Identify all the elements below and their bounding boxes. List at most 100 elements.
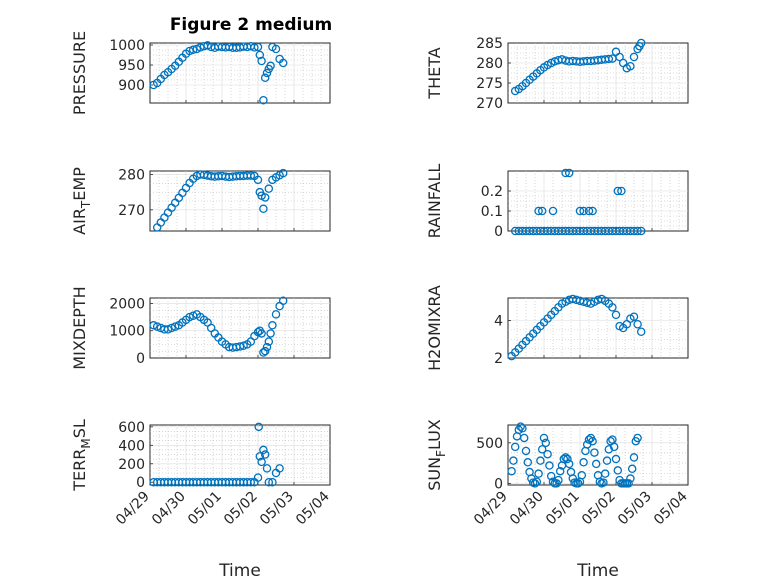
sun-flux-xtick-label: 04/29	[471, 489, 511, 529]
sun-flux-data-point	[629, 453, 639, 462]
theta-axes: 270 275 280 285 THETA	[425, 36, 689, 112]
sun-flux-data-point	[534, 469, 543, 478]
air-temp-axes: 270 280 AIRTEMP	[70, 167, 331, 235]
pressure-data-point	[257, 56, 266, 66]
mixdepth-data-point	[257, 329, 266, 338]
terr-msl-xtick-label: 05/04	[293, 488, 333, 528]
h2omixra-data-point	[636, 327, 646, 336]
theta-ylabel: THETA	[425, 47, 444, 99]
rainfall-ytick-label: 0.2	[481, 184, 503, 200]
sun-flux-ytick-label: 0	[494, 476, 503, 492]
air-temp-data-point	[259, 204, 268, 214]
rainfall-data-point	[575, 206, 585, 216]
theta-data-point	[604, 54, 614, 64]
sun-flux-data-point	[543, 449, 552, 459]
terr-msl-data-point	[255, 452, 265, 461]
sun-flux-data-point	[599, 478, 608, 487]
sun-flux-xtick-label: 05/02	[579, 489, 619, 529]
terr-msl-ylabel: TERRMSL	[70, 419, 93, 492]
sun-flux-data-point	[579, 458, 588, 467]
sun-flux-data-point	[633, 433, 642, 443]
terr-msl-data-point	[264, 477, 274, 487]
mixdepth-data-point	[266, 329, 275, 338]
pressure-data-point	[255, 50, 265, 60]
sun-flux-data-point	[577, 471, 587, 480]
rainfall-data-point	[564, 168, 574, 178]
sun-flux-data-point	[609, 442, 619, 452]
sun-flux-data-point	[519, 433, 529, 443]
pressure-ylabel: PRESSURE	[70, 31, 89, 115]
theta-data-point	[636, 38, 646, 48]
theta-ytick-label: 275	[476, 76, 503, 92]
sun-flux-xtick-label: 05/04	[651, 488, 691, 528]
sun-flux-data-point	[626, 474, 635, 483]
sun-flux-data-point	[536, 456, 545, 465]
terr-msl-xtick-label: 05/01	[185, 489, 225, 529]
air-temp-data-point	[253, 175, 263, 185]
terr-msl-ytick-label: 400	[118, 438, 145, 454]
sun-flux-data-point	[564, 459, 574, 469]
pressure-data-point	[260, 73, 270, 83]
h2omixra-ytick-label: 2	[494, 351, 503, 367]
pressure-ytick-label: 900	[118, 78, 145, 94]
rainfall-ylabel: RAINFALL	[425, 164, 444, 239]
rainfall-data-point	[613, 186, 623, 196]
terr-msl-data-point	[254, 422, 263, 432]
sun-flux-data-point	[541, 438, 551, 448]
pressure-data-point	[278, 58, 288, 68]
subplots-container: 900 950 1000 PRESSURE 270 275 280 285 THETA 270 28…	[70, 31, 691, 581]
rainfall-data-point	[579, 206, 588, 216]
terr-msl-axes: 0 200 400 600 04/2904/3005/0105/0205/0305/04…	[70, 419, 333, 581]
terr-msl-data-point	[262, 464, 272, 473]
air-temp-data-point	[260, 193, 270, 202]
theta-ytick-label: 280	[476, 56, 503, 72]
sun-flux-data-point	[561, 453, 570, 462]
terr-msl-ytick-label: 0	[136, 475, 145, 491]
rainfall-data-point	[548, 206, 558, 216]
sun-flux-data-point	[532, 477, 542, 487]
sun-flux-data-point	[590, 448, 599, 457]
mixdepth-data-point	[264, 337, 274, 346]
h2omixra-ylabel: H2OMIXRA	[425, 285, 444, 371]
sun-flux-ytick-label: 500	[476, 436, 503, 452]
terr-msl-data-point	[275, 464, 284, 473]
pressure-data-point	[253, 42, 263, 52]
terr-msl-data-point	[246, 477, 256, 487]
figure-title: Figure 2 medium	[170, 15, 332, 35]
sun-flux-data-point	[591, 459, 601, 469]
sun-flux-data-point	[588, 436, 597, 446]
sun-flux-data-point	[546, 471, 556, 481]
rainfall-data-point	[617, 186, 626, 196]
terr-msl-data-point	[259, 445, 268, 455]
terr-msl-data-point	[268, 477, 277, 487]
pressure-data-point	[188, 45, 198, 55]
rainfall-data-point	[633, 226, 642, 236]
mixdepth-data-point	[268, 321, 277, 330]
rainfall-ytick-label: 0.1	[481, 204, 503, 220]
theta-data-point	[626, 61, 635, 71]
mixdepth-ytick-label: 2000	[109, 296, 145, 312]
sun-flux-xtick-label: 04/30	[507, 489, 547, 529]
air-temp-ylabel: AIRTEMP	[70, 167, 93, 235]
terr-msl-data-point	[260, 450, 270, 459]
air-temp-data-point	[246, 171, 256, 180]
sun-flux-data-point	[507, 466, 516, 476]
pressure-ytick-label: 1000	[109, 38, 145, 54]
h2omixra-data-point	[608, 303, 617, 312]
air-temp-ytick-label: 270	[118, 203, 145, 219]
sun-flux-ylabel: SUNFLUX	[425, 419, 448, 491]
sun-flux-data-point	[604, 445, 614, 454]
h2omixra-data-point	[629, 312, 639, 321]
sun-flux-data-point	[563, 454, 572, 464]
mixdepth-data-point	[271, 310, 281, 319]
theta-data-point	[629, 52, 639, 62]
air-temp-data-point	[264, 184, 274, 193]
sun-flux-data-point	[611, 454, 621, 464]
mixdepth-data-point	[278, 296, 288, 305]
rainfall-ytick-label: 0	[494, 224, 503, 240]
sun-flux-data-point	[627, 464, 637, 474]
pressure-data-point	[250, 43, 259, 52]
sun-flux-xlabel: Time	[576, 561, 619, 581]
